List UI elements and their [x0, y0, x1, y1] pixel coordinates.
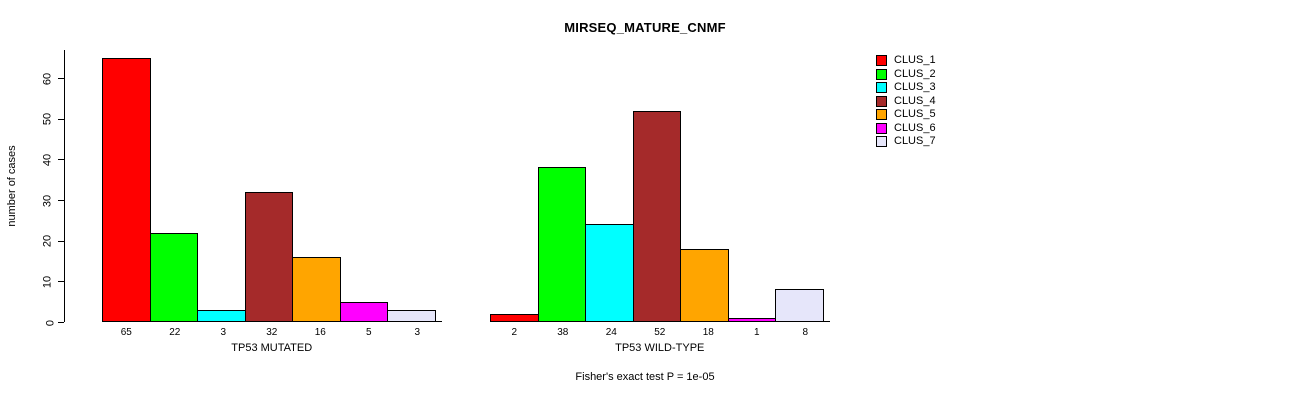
legend-item[interactable]: CLUS_7	[876, 135, 936, 149]
bar-value-labels: 65 22 3 32 16 5 3	[102, 322, 442, 338]
bar-group: 65 22 3 32 16 5 3 TP53 MUTATED	[102, 50, 442, 354]
y-axis-line	[64, 50, 65, 322]
bar-series	[490, 50, 830, 322]
bar	[537, 167, 586, 322]
legend-item-label: CLUS_6	[894, 121, 936, 134]
legend-color-swatch	[876, 95, 887, 107]
y-axis-title-text: number of cases	[6, 145, 18, 227]
y-axis-tick: 60	[41, 72, 64, 85]
y-axis-tick-mark	[58, 322, 64, 323]
legend-item[interactable]: CLUS_3	[876, 81, 936, 95]
y-axis-tick-mark	[58, 200, 64, 201]
legend-color-swatch	[876, 55, 887, 67]
bar-series	[102, 50, 442, 322]
y-axis-tick-mark	[58, 281, 64, 283]
group-baseline	[102, 321, 442, 322]
bar	[149, 232, 198, 322]
bar-value-label: 24	[605, 327, 617, 338]
legend: CLUS_1 CLUS_2 CLUS_3 CLUS_4 CLUS_5 CLUS_6 CLUS…	[876, 54, 936, 149]
legend-item[interactable]: CLUS_6	[876, 122, 936, 136]
bar	[244, 191, 293, 322]
legend-item[interactable]: CLUS_1	[876, 54, 936, 68]
bar-value-label: 38	[557, 327, 569, 338]
bar-value-label: 8	[802, 327, 809, 338]
bar	[585, 224, 634, 322]
y-axis-tick-mark	[58, 118, 64, 120]
bar-value-label: 3	[220, 327, 227, 338]
bar-value-labels: 2 38 24 52 18 1 8	[490, 322, 830, 338]
bar-value-label: 1	[753, 327, 760, 338]
legend-item[interactable]: CLUS_2	[876, 68, 936, 82]
y-axis-tick: 50	[41, 113, 64, 125]
bar	[632, 110, 681, 322]
bar	[339, 301, 388, 322]
legend-item-label: CLUS_5	[894, 108, 936, 121]
y-axis-tick: 40	[41, 154, 64, 166]
y-axis-tick-mark	[58, 240, 64, 242]
bar-value-label: 52	[654, 327, 666, 338]
plot-area: 0 10 20 30 40 50 60 number of cases 65 22 3 32 16 5…	[6, 50, 854, 354]
bar-value-label: 32	[266, 327, 278, 338]
y-axis-tick-label: 40	[41, 153, 54, 166]
bar-value-label: 16	[314, 327, 326, 338]
bar	[102, 57, 151, 322]
y-axis-tick-label: 50	[41, 113, 54, 126]
y-axis-tick-mark	[58, 159, 64, 161]
group-axis-label: TP53 MUTATED	[231, 342, 313, 354]
statistical-annotation: Fisher's exact test P = 1e-05	[575, 371, 715, 383]
legend-item-label: CLUS_7	[894, 135, 936, 148]
legend-item-label: CLUS_4	[894, 94, 936, 107]
y-axis-tick-label: 0	[44, 319, 57, 326]
bar	[680, 248, 729, 322]
y-axis-tick: 10	[41, 276, 64, 288]
bar-value-label: 5	[365, 327, 372, 338]
legend-item[interactable]: CLUS_5	[876, 108, 936, 122]
y-axis-tick-mark	[58, 78, 64, 79]
legend-color-swatch	[876, 82, 887, 94]
legend-color-swatch	[876, 136, 887, 148]
bar-value-label: 65	[120, 327, 132, 338]
legend-color-swatch	[876, 109, 887, 121]
y-axis-tick-label: 10	[41, 275, 54, 288]
legend-item-label: CLUS_1	[894, 54, 936, 67]
group-baseline	[490, 321, 830, 322]
bar-value-label: 18	[702, 327, 714, 338]
legend-item-label: CLUS_3	[894, 81, 936, 94]
chart-title: MIRSEQ_MATURE_CNMF	[564, 20, 726, 35]
legend-color-swatch	[876, 122, 887, 134]
bar	[292, 256, 341, 322]
legend-item-label: CLUS_2	[894, 67, 936, 80]
legend-item[interactable]: CLUS_4	[876, 95, 936, 109]
legend-color-swatch	[876, 68, 887, 80]
bar-value-label: 22	[169, 327, 181, 338]
group-axis-label: TP53 WILD-TYPE	[615, 342, 705, 354]
y-axis-tick-label: 60	[41, 72, 54, 85]
bar	[775, 289, 824, 322]
bar-value-label: 3	[414, 327, 421, 338]
y-axis-tick-label: 30	[41, 194, 54, 207]
bar-value-label: 2	[511, 327, 518, 338]
y-axis-tick-label: 20	[41, 235, 54, 248]
y-axis-tick: 20	[41, 235, 64, 247]
y-axis-tick: 30	[41, 194, 64, 207]
bar-group: 2 38 24 52 18 1 8 TP53 WILD-TYPE	[490, 50, 830, 354]
y-axis-tick: 0	[44, 319, 64, 326]
